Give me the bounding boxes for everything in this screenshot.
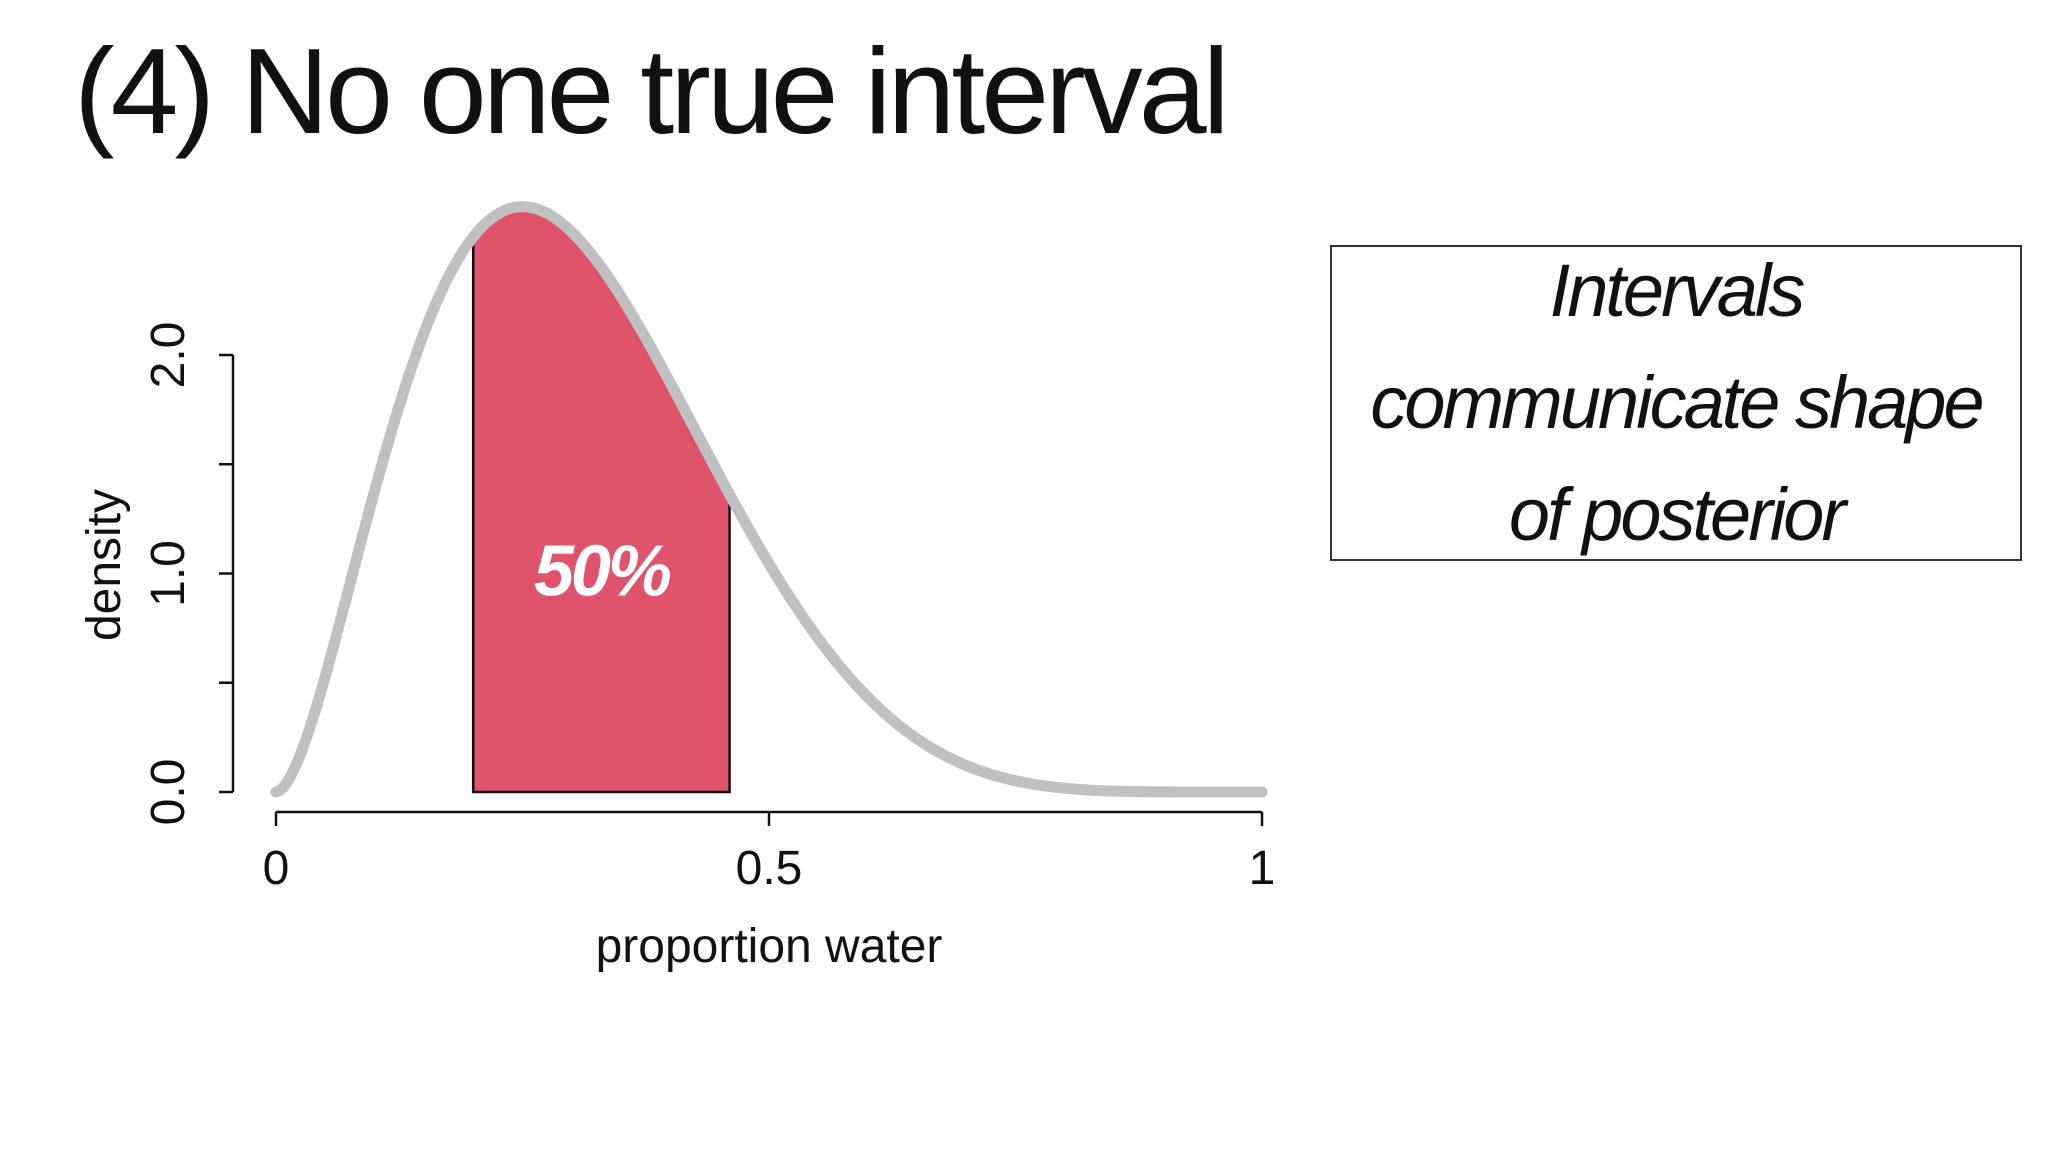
interval-shaded-area bbox=[471, 205, 731, 794]
x-axis: 0 0.5 1 bbox=[263, 810, 1276, 895]
y-axis: 0.0 1.0 2.0 bbox=[142, 322, 235, 826]
density-plot: 50% 0 0.5 1 0.01.02.0 proportion water den… bbox=[78, 201, 1276, 973]
y-tick-label: 2.0 bbox=[142, 322, 195, 389]
y-axis-title: density bbox=[78, 489, 131, 641]
callout-box: Intervals communicate shape of posterior bbox=[1330, 245, 2022, 561]
slide-title: (4) No one true interval bbox=[74, 23, 1230, 159]
x-tick-label: 0.5 bbox=[736, 842, 803, 895]
y-tick-label: 0.0 bbox=[142, 759, 195, 826]
x-axis-title: proportion water bbox=[596, 920, 943, 973]
callout-text: Intervals communicate shape of posterior bbox=[1370, 249, 1984, 556]
posterior-density-curve bbox=[270, 201, 1268, 798]
x-tick-label: 0 bbox=[263, 842, 290, 895]
y-tick-label: 1.0 bbox=[142, 540, 195, 607]
interval-percent-label: 50% bbox=[534, 532, 671, 612]
x-tick-label: 1 bbox=[1249, 842, 1276, 895]
